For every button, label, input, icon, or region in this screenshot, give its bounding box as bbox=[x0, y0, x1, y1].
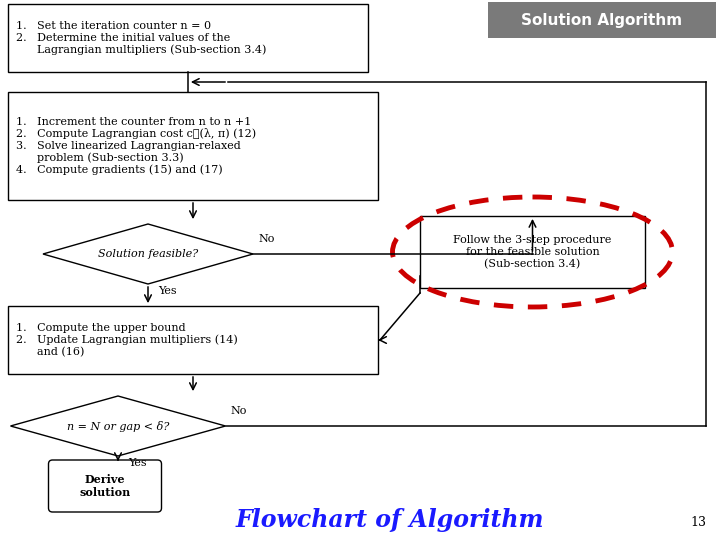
Bar bbox=[8, 4, 368, 72]
FancyBboxPatch shape bbox=[48, 460, 161, 512]
Text: Yes: Yes bbox=[128, 458, 147, 468]
Text: Follow the 3-step procedure
for the feasible solution
(Sub-section 3.4): Follow the 3-step procedure for the feas… bbox=[454, 235, 612, 269]
Text: 13: 13 bbox=[690, 516, 706, 529]
Bar bbox=[488, 2, 716, 38]
Text: Flowchart of Algorithm: Flowchart of Algorithm bbox=[235, 508, 544, 532]
Text: No: No bbox=[230, 406, 247, 416]
Bar bbox=[8, 306, 378, 374]
Text: 1.   Compute the upper bound
2.   Update Lagrangian multipliers (14)
      and (: 1. Compute the upper bound 2. Update Lag… bbox=[16, 323, 238, 357]
Text: 1.   Set the iteration counter n = 0
2.   Determine the initial values of the
  : 1. Set the iteration counter n = 0 2. De… bbox=[16, 21, 266, 55]
Text: Derive
solution: Derive solution bbox=[79, 474, 130, 498]
Text: n = N or gap < δ?: n = N or gap < δ? bbox=[67, 421, 169, 431]
Text: Yes: Yes bbox=[158, 286, 176, 296]
Text: 1.   Increment the counter from n to n +1
2.   Compute Lagrangian cost cℓ(λ, π) : 1. Increment the counter from n to n +1 … bbox=[16, 117, 256, 176]
Text: No: No bbox=[258, 234, 274, 244]
Polygon shape bbox=[11, 396, 225, 456]
Text: Solution Algorithm: Solution Algorithm bbox=[521, 12, 683, 28]
Polygon shape bbox=[43, 224, 253, 284]
Bar bbox=[8, 92, 378, 200]
Bar bbox=[420, 216, 645, 288]
Text: Solution feasible?: Solution feasible? bbox=[98, 249, 198, 259]
